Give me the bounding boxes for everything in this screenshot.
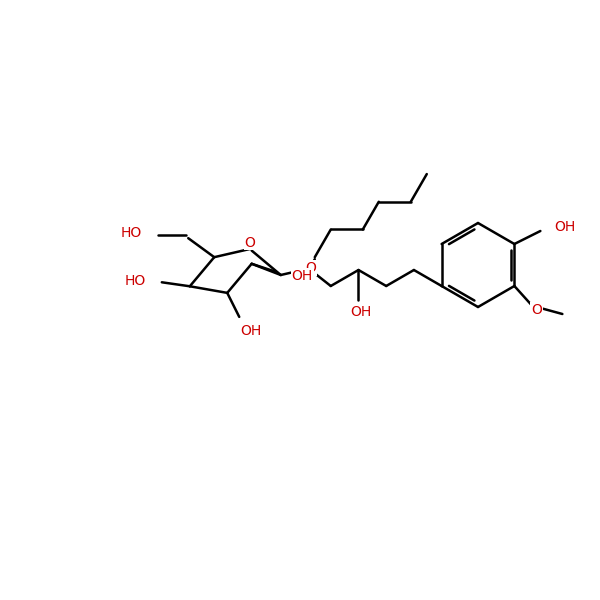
Text: HO: HO: [125, 274, 146, 288]
Text: O: O: [305, 261, 316, 275]
Text: OH: OH: [241, 324, 262, 338]
Text: OH: OH: [350, 305, 371, 319]
Text: O: O: [531, 303, 542, 317]
Text: O: O: [244, 236, 255, 250]
Text: OH: OH: [292, 269, 313, 283]
Text: HO: HO: [121, 226, 142, 240]
Text: OH: OH: [554, 220, 575, 234]
